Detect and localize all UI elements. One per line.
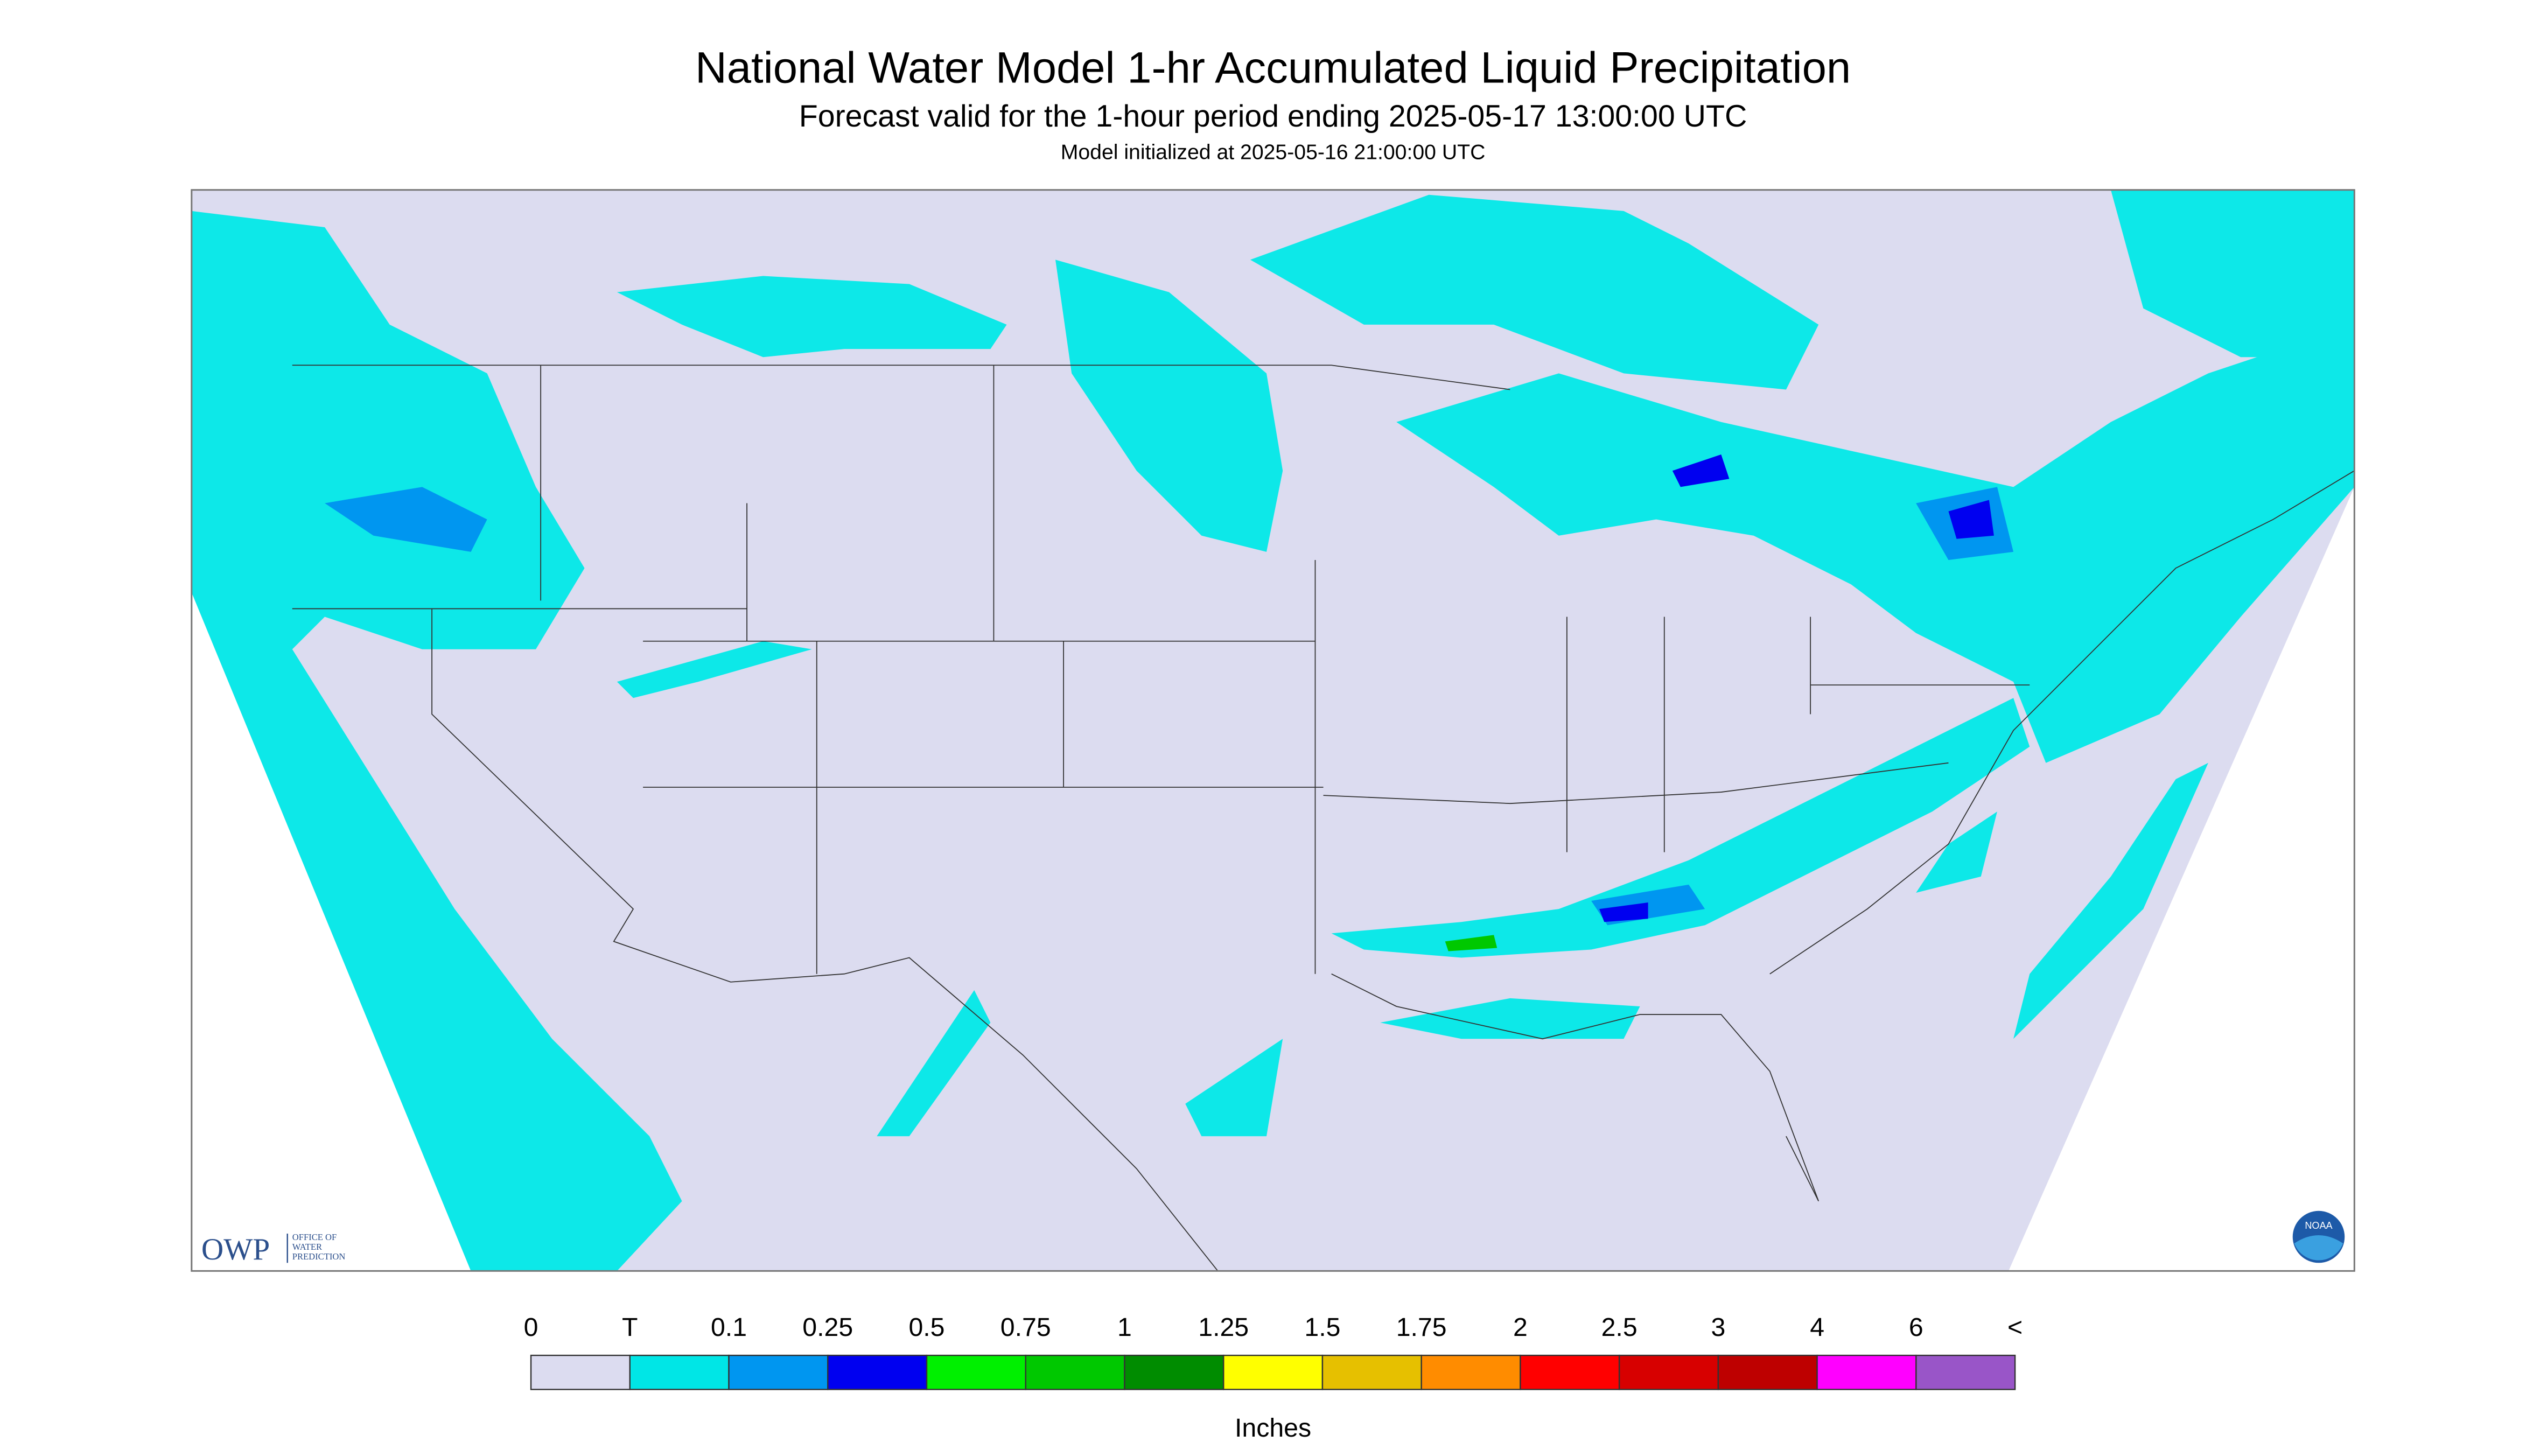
legend-swatch	[1124, 1354, 1224, 1390]
legend-label: <	[2007, 1313, 2023, 1342]
legend-label: 3	[1711, 1313, 1725, 1342]
legend-label: 1	[1117, 1313, 1132, 1342]
outside-domain	[2009, 487, 2355, 1271]
precip-0.25	[1599, 454, 1994, 922]
legend-label: 2.5	[1601, 1313, 1638, 1342]
precip-0.75	[1445, 935, 1498, 951]
map: OWP OFFICE OF WATER PREDICTION NOAA	[191, 189, 2355, 1272]
owp-mark: OWP	[201, 1233, 270, 1266]
legend: 0 T 0.1 0.25 0.5 0.75 1 1.25 1.5 1.75 2 2.5 3 4 6 <	[524, 1313, 2023, 1390]
legend-swatch	[629, 1354, 730, 1390]
owp-logo: OWP OFFICE OF WATER PREDICTION	[201, 1232, 345, 1266]
owp-text: OFFICE OF	[292, 1232, 337, 1242]
legend-swatch	[1222, 1354, 1324, 1390]
noaa-text: NOAA	[2305, 1220, 2333, 1231]
legend-label: 1.75	[1396, 1313, 1447, 1342]
legend-label: 0.5	[908, 1313, 944, 1342]
precip-trace	[191, 190, 2355, 1271]
legend-swatch	[1618, 1354, 1719, 1390]
legend-swatch	[728, 1354, 829, 1390]
subtitle: Forecast valid for the 1-hour period end…	[799, 99, 1747, 134]
legend-swatch	[926, 1354, 1026, 1390]
legend-label: 0	[524, 1313, 538, 1342]
owp-text: WATER	[292, 1242, 323, 1252]
legend-swatch	[1816, 1354, 1917, 1390]
owp-text: PREDICTION	[292, 1251, 346, 1262]
legend-label: 0.75	[1000, 1313, 1051, 1342]
legend-swatch	[1915, 1354, 2016, 1390]
noaa-logo: NOAA	[2292, 1210, 2345, 1263]
legend-swatch	[1421, 1354, 1521, 1390]
borders	[292, 365, 2355, 1271]
legend-label: 6	[1909, 1313, 1923, 1342]
legend-swatch	[1520, 1354, 1620, 1390]
title: National Water Model 1-hr Accumulated Li…	[695, 44, 1851, 93]
map-frame	[191, 189, 2355, 1272]
legend-label: 1.5	[1304, 1313, 1340, 1342]
legend-label: 1.25	[1198, 1313, 1249, 1342]
legend-label: 4	[1810, 1313, 1824, 1342]
legend-swatch	[1025, 1354, 1125, 1390]
init-time: Model initialized at 2025-05-16 21:00:00…	[1061, 141, 1486, 164]
legend-label: T	[622, 1313, 638, 1342]
legend-label: 0.25	[802, 1313, 853, 1342]
legend-unit: Inches	[1235, 1413, 1311, 1443]
legend-label: 2	[1513, 1313, 1528, 1342]
legend-swatch	[1321, 1354, 1422, 1390]
legend-swatch	[827, 1354, 928, 1390]
legend-swatch	[1717, 1354, 1818, 1390]
legend-swatch	[530, 1354, 631, 1390]
legend-label: 0.1	[711, 1313, 747, 1342]
